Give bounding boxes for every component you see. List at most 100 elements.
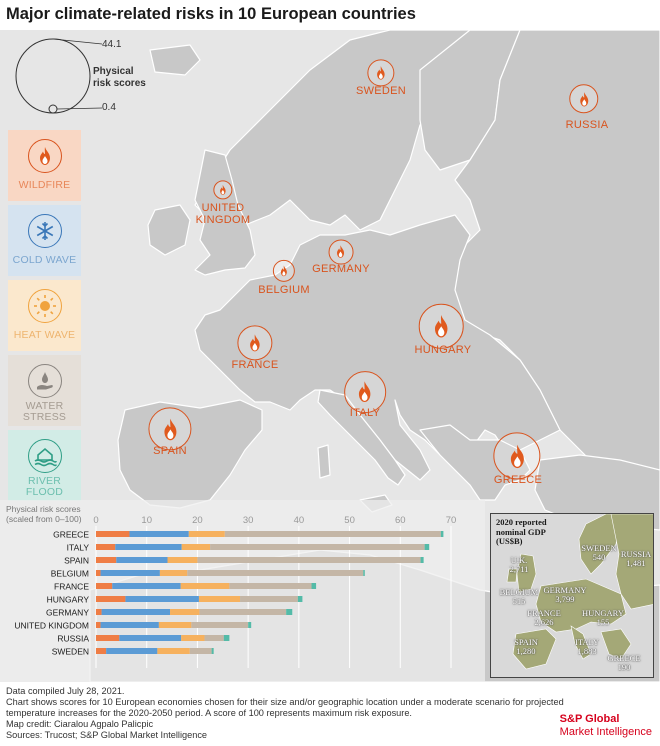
map-marker-germany (328, 239, 354, 265)
bar-segment-river-flood (311, 583, 317, 589)
gdp-label-spain: SPAIN 1,280 (514, 637, 538, 656)
size-legend-max-line (52, 38, 103, 45)
size-legend-title-line2: risk scores (93, 78, 146, 89)
bar-segment-cold-wave (129, 531, 189, 537)
map-label-germany: GERMANY (312, 263, 370, 275)
bar-segment-river-flood (223, 635, 230, 641)
bar-segment-cold-wave (119, 635, 182, 641)
bar-segment-wildfire (96, 648, 107, 654)
map-marker-hungary (418, 303, 464, 349)
bar-segment-heat-wave (181, 635, 205, 641)
bar-segment-water-stress (229, 583, 312, 589)
scandinavia-land (194, 30, 471, 231)
bar-segment-wildfire (96, 596, 126, 602)
bar-segment-heat-wave (158, 622, 192, 628)
map-marker-united-kingdom (213, 180, 233, 200)
bar-segment-water-stress (240, 596, 298, 602)
bar-segment-heat-wave (170, 609, 200, 615)
map-marker-france (237, 325, 273, 361)
bar-segment-heat-wave (198, 596, 241, 602)
bar-segment-water-stress (191, 622, 249, 628)
bar-segment-heat-wave (181, 544, 211, 550)
gdp-inset-land (506, 514, 653, 670)
map-label-hungary: HUNGARY (414, 344, 472, 356)
bar-segment-wildfire (96, 635, 120, 641)
bar-axis-title: Physical risk scores (scaled from 0–100) (6, 504, 82, 524)
gdp-inset-title-line1: 2020 reported (496, 517, 547, 527)
footer-line3: temperature increases for the 2020-2050 … (6, 708, 412, 718)
gdp-label-russia: RUSSIA 1,481 (620, 549, 652, 568)
map-label-spain: SPAIN (153, 445, 187, 457)
bar-segment-river-flood (440, 531, 444, 537)
snowflake-icon (27, 214, 62, 248)
flame-icon (158, 417, 182, 441)
gdp-label-hungary: HUNGARY 155 (581, 608, 625, 627)
size-legend-min-circle (48, 104, 58, 114)
footer-line4: Map credit: Ciaralou Agpalo Palicpic (6, 719, 154, 729)
map-marker-greece (493, 432, 541, 480)
category-label: RUSSIA (57, 634, 89, 644)
gdp-inset-title-line2: nominal GDP (496, 526, 546, 537)
bar-segment-wildfire (96, 622, 101, 628)
bar-segment-water-stress (204, 635, 224, 641)
map-marker-russia (569, 84, 599, 114)
footer-line1: Data compiled July 28, 2021. (6, 686, 125, 696)
great-britain-land (194, 149, 256, 276)
x-tick-label: 20 (192, 515, 203, 526)
category-label: GREECE (53, 530, 89, 540)
bar-segment-heat-wave (180, 583, 230, 589)
map-marker-belgium (272, 259, 296, 283)
legend-river-flood-label: FLOOD (25, 486, 64, 498)
legend-wildfire-label: WILDFIRE (18, 179, 71, 191)
category-label: SPAIN (64, 556, 89, 566)
map-marker-spain (148, 407, 192, 451)
gdp-label-france: FRANCE 2,626 (527, 608, 561, 627)
logo-line1: S&P Global (559, 713, 620, 725)
bar-segment-heat-wave (157, 648, 190, 654)
category-label: UNITED KINGDOM (14, 621, 89, 631)
italy-land (317, 389, 406, 486)
bar-segment-heat-wave (159, 570, 188, 576)
map-label-united-kingdom: UNITED KINGDOM (195, 202, 251, 226)
flame-icon (504, 443, 530, 469)
bar-segment-water-stress (210, 544, 425, 550)
legend-wildfire: WILDFIRE (8, 130, 81, 201)
iberia-land (117, 399, 263, 509)
flood-house-icon (27, 439, 62, 473)
gdp-inset-map: 2020 reported nominal GDP (US$B) SWEDEN 5… (490, 513, 654, 678)
gdp-inset-title-line3: (US$B) (496, 536, 523, 546)
bar-segment-cold-wave (125, 596, 199, 602)
flame-icon (27, 139, 62, 173)
gdp-label-sweden: SWEDEN 540 (581, 543, 617, 562)
gdp-label-belgium: BELGIUM 515 (499, 587, 539, 606)
bar-segment-river-flood (211, 648, 214, 654)
flame-icon (278, 265, 290, 277)
flame-icon (245, 333, 264, 352)
bar-segment-wildfire (96, 557, 117, 563)
footer-notes: Data compiled July 28, 2021. Chart shows… (6, 686, 564, 741)
gdp-label-germany: GERMANY 3,799 (543, 585, 587, 604)
bar-segment-cold-wave (101, 609, 171, 615)
category-label: BELGIUM (51, 569, 89, 579)
legend-heat-wave-label: HEAT WAVE (13, 329, 76, 341)
x-tick-label: 30 (243, 515, 254, 526)
ireland-land (147, 204, 191, 256)
logo-line2: Market Intelligence (559, 726, 652, 738)
bar-segment-water-stress (187, 570, 364, 576)
legend-water-stress-label: WATER (25, 400, 64, 412)
bar-axis-title-line2: (scaled from 0–100) (6, 513, 82, 524)
size-legend-max-circle (15, 38, 91, 114)
bar-segment-cold-wave (115, 544, 182, 550)
map-label-italy: ITALY (349, 407, 381, 419)
gdp-label-uk: U.K. 2,711 (509, 555, 529, 574)
x-tick-label: 70 (446, 515, 457, 526)
footer-line2: Chart shows scores for 10 European econo… (6, 697, 564, 707)
size-legend-title-line1: Physical (93, 66, 134, 77)
flame-icon (217, 184, 228, 195)
bar-segment-water-stress (189, 648, 212, 654)
bar-segment-wildfire (96, 544, 116, 550)
legend-river-flood: RIVER FLOOD (8, 430, 81, 501)
map-label-greece: GREECE (493, 474, 543, 486)
flame-icon (576, 91, 592, 107)
flame-icon (374, 66, 389, 81)
